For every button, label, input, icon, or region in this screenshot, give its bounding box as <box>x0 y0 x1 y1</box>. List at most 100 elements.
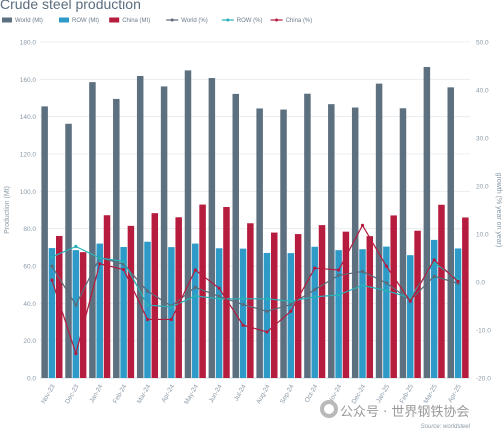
line-point <box>193 285 197 289</box>
y-tick-label: 40.0 <box>23 301 36 308</box>
bar <box>65 123 72 378</box>
line-point <box>432 258 436 262</box>
y2-axis-label: growth (% year on year) <box>495 173 502 248</box>
line-point <box>265 297 269 301</box>
line-point <box>360 269 365 274</box>
bar <box>113 98 120 378</box>
line-point <box>384 264 388 268</box>
bar <box>304 93 311 378</box>
bar <box>335 250 342 378</box>
bar <box>144 241 151 378</box>
y-tick-label: 160.0 <box>20 77 37 84</box>
line-point <box>384 281 388 285</box>
bar <box>103 215 111 378</box>
y2-tick-label: 30.0 <box>476 136 489 143</box>
bar <box>89 82 96 378</box>
bar <box>184 70 192 378</box>
bar <box>247 223 254 378</box>
line-point <box>265 330 269 334</box>
bar <box>208 78 216 378</box>
line-point <box>122 267 126 272</box>
bar <box>239 248 247 378</box>
bar <box>399 108 407 379</box>
bar <box>136 75 144 379</box>
y-tick-label: 180.0 <box>20 40 37 47</box>
bar <box>120 246 127 378</box>
bar <box>438 204 445 378</box>
line-point <box>456 279 460 284</box>
line-point <box>289 309 293 313</box>
bar <box>342 231 350 378</box>
bar <box>328 104 335 378</box>
bar <box>280 109 287 378</box>
bar <box>383 246 390 378</box>
x-tick-label: Feb-24 <box>112 383 129 405</box>
line-point <box>145 303 150 307</box>
bar <box>351 107 359 379</box>
bar <box>407 255 414 378</box>
line-point <box>74 351 78 356</box>
line-point <box>337 268 341 272</box>
bar <box>454 248 462 378</box>
x-tick-label: Aug-24 <box>255 383 272 405</box>
x-tick-label: Sep-24 <box>279 383 296 405</box>
x-tick-label: Oct-24 <box>304 383 320 404</box>
line-point <box>98 256 102 260</box>
bar <box>215 248 223 378</box>
y2-tick-label: -10.0 <box>476 328 491 335</box>
legend-label: ROW (%) <box>237 18 263 24</box>
y-tick-label: 0.0 <box>27 376 36 383</box>
watermark-text: 公众号 · 世界钢铁协会 <box>340 405 470 420</box>
bar <box>199 204 206 378</box>
bar <box>48 248 56 378</box>
line-point <box>337 273 341 277</box>
line-point <box>193 268 197 272</box>
line-point <box>360 283 365 287</box>
line-point <box>313 295 317 299</box>
y2-tick-label: 40.0 <box>476 88 489 95</box>
line-point <box>241 297 245 301</box>
y2-tick-label: 50.0 <box>476 40 489 47</box>
x-tick-label: May-24 <box>183 383 200 406</box>
line-point <box>217 286 221 290</box>
line-point <box>74 303 78 307</box>
bar <box>390 215 397 378</box>
bar <box>318 225 326 378</box>
line-point <box>122 259 126 263</box>
bar <box>256 108 263 378</box>
y-axis-label: Production (Mt) <box>4 186 11 234</box>
series-line <box>51 256 459 312</box>
line-point <box>50 264 54 268</box>
line-point <box>217 294 221 298</box>
line-point <box>50 278 54 282</box>
y2-tick-label: 0.0 <box>476 280 485 287</box>
bar <box>287 253 295 378</box>
bar <box>294 234 302 378</box>
bar <box>423 67 431 378</box>
y-tick-label: 100.0 <box>20 189 37 196</box>
bar <box>168 247 175 378</box>
line-point <box>98 262 102 266</box>
y-tick-label: 80.0 <box>23 226 36 233</box>
bar <box>127 225 135 378</box>
y-tick-label: 140.0 <box>20 114 37 121</box>
bar <box>223 207 230 378</box>
y2-tick-label: 20.0 <box>476 184 489 191</box>
line-point <box>289 302 293 307</box>
line-point <box>145 317 150 322</box>
bar <box>270 232 278 378</box>
legend-label: World (%) <box>181 18 208 24</box>
y2-tick-label: 10.0 <box>476 232 489 239</box>
bar <box>414 230 421 378</box>
line-point <box>384 289 388 293</box>
wechat-logo-icon <box>320 400 338 418</box>
y2-tick-label: -20.0 <box>476 376 491 383</box>
line-point <box>313 266 317 270</box>
series-line <box>51 224 459 356</box>
line-point <box>50 255 54 259</box>
bar <box>41 106 48 379</box>
bar <box>366 236 374 378</box>
line-point <box>313 288 317 292</box>
series-line <box>51 245 459 308</box>
